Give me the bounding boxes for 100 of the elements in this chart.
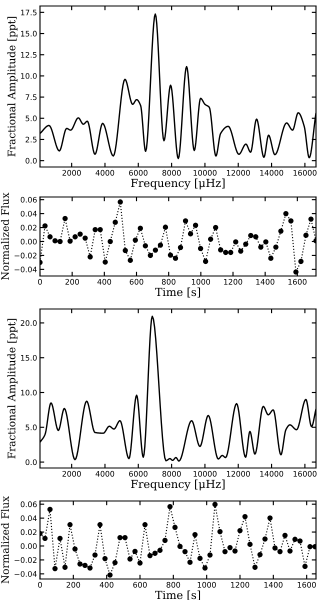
point	[262, 536, 268, 542]
point	[282, 532, 288, 538]
point	[127, 556, 133, 562]
point	[302, 564, 308, 569]
y-axis-title: Normalized Flux	[0, 496, 10, 584]
point	[72, 546, 78, 552]
point	[243, 241, 248, 247]
point	[227, 545, 233, 550]
y-axis-title: Fractional Amplitude [ppt]	[7, 16, 18, 156]
point	[237, 528, 243, 534]
point	[92, 552, 98, 558]
point	[67, 522, 73, 528]
point	[268, 256, 274, 261]
point	[52, 238, 58, 244]
point	[283, 210, 289, 216]
point	[132, 548, 138, 554]
x-axis-title: Time [s]	[155, 288, 200, 298]
point	[257, 552, 263, 558]
point	[122, 534, 128, 540]
point	[258, 244, 264, 250]
point	[228, 250, 234, 256]
point	[92, 226, 98, 232]
point	[112, 220, 118, 225]
point	[152, 550, 158, 556]
point	[42, 223, 48, 229]
point	[267, 515, 273, 521]
point	[152, 247, 158, 253]
point	[303, 232, 309, 238]
point	[207, 552, 213, 558]
point	[98, 226, 103, 232]
point	[192, 532, 198, 538]
point	[208, 236, 214, 242]
point	[212, 502, 218, 508]
point	[147, 553, 153, 558]
point	[128, 258, 133, 263]
point	[57, 238, 63, 244]
point	[62, 216, 68, 222]
point	[188, 231, 194, 236]
point	[198, 246, 204, 252]
point	[162, 224, 168, 230]
point	[118, 199, 123, 205]
point	[178, 244, 184, 250]
point	[202, 258, 208, 264]
point	[107, 572, 113, 578]
point	[102, 259, 108, 265]
point	[57, 536, 63, 541]
point	[177, 544, 183, 549]
point	[42, 536, 48, 541]
point	[162, 538, 168, 543]
point	[308, 216, 314, 222]
point	[242, 514, 248, 520]
point	[192, 222, 198, 228]
x-axis-title: Time [s]	[155, 590, 200, 600]
point	[218, 247, 224, 252]
point	[88, 254, 93, 260]
point	[238, 248, 244, 254]
point	[52, 566, 58, 572]
point	[187, 560, 193, 565]
point	[47, 506, 53, 512]
y-axis-title: Normalized Flux	[0, 192, 10, 280]
point	[293, 269, 299, 275]
point	[67, 238, 73, 244]
point	[117, 534, 123, 540]
point	[272, 545, 278, 551]
point	[122, 248, 128, 254]
point	[112, 560, 118, 566]
point	[248, 232, 254, 238]
point	[232, 548, 238, 554]
x-axis-title: Frequency [μHz]	[131, 178, 225, 190]
point	[172, 524, 178, 530]
point	[47, 234, 53, 240]
point	[108, 238, 113, 244]
point	[263, 239, 268, 244]
point	[233, 239, 238, 244]
point	[197, 556, 203, 561]
point	[142, 522, 148, 528]
point	[142, 243, 148, 248]
point	[287, 548, 293, 554]
point	[158, 242, 164, 248]
point	[138, 226, 144, 231]
point	[217, 529, 223, 534]
point	[212, 224, 218, 230]
point	[168, 252, 174, 258]
point	[97, 522, 103, 528]
point	[137, 560, 143, 566]
point	[82, 562, 88, 568]
point	[273, 244, 278, 250]
point	[102, 556, 108, 562]
point	[77, 561, 83, 567]
point	[87, 565, 93, 571]
y-axis-title: Fractional Amplitude [ppt]	[7, 318, 18, 458]
point	[157, 548, 163, 553]
point	[253, 234, 258, 240]
point	[298, 258, 304, 264]
point	[182, 218, 188, 224]
point	[202, 565, 208, 571]
point	[307, 544, 313, 550]
point	[182, 548, 188, 554]
point	[222, 548, 228, 554]
point	[297, 538, 303, 544]
